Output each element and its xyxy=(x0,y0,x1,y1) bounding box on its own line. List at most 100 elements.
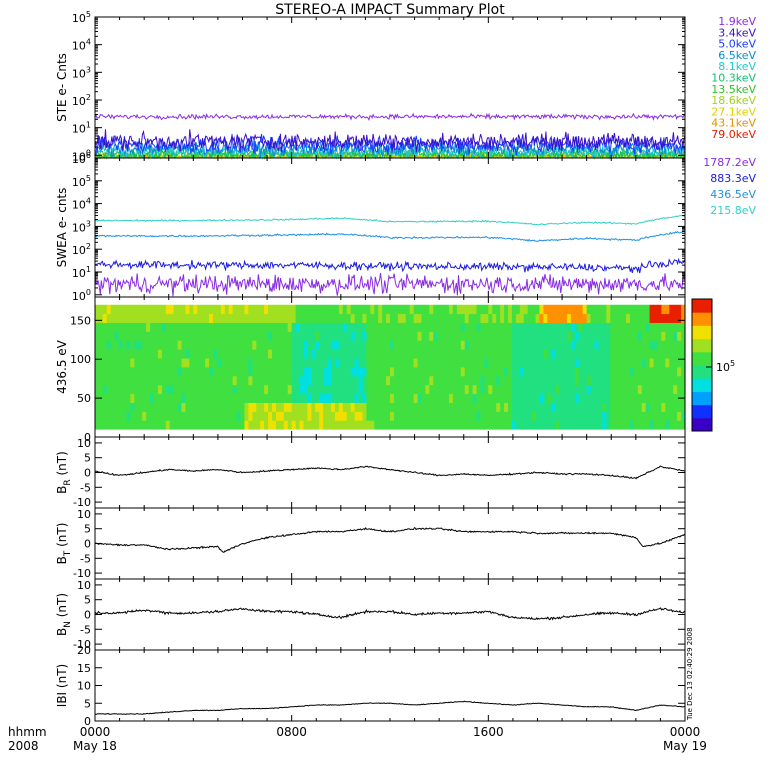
pad-heatmap-cell xyxy=(618,411,623,421)
pad-heatmap-cell xyxy=(189,384,194,395)
pad-heatmap-cell xyxy=(445,331,450,341)
pad-heatmap-cell xyxy=(563,411,568,421)
pad-heatmap-cell xyxy=(500,375,505,386)
pad-heatmap-cell xyxy=(260,402,265,412)
pad-heatmap-cell xyxy=(405,304,411,315)
pad-heatmap-cell xyxy=(173,331,178,341)
pad-heatmap-cell xyxy=(220,349,226,359)
pad-heatmap-cell xyxy=(574,340,580,350)
pad-heatmap-cell xyxy=(181,340,186,350)
pad-heatmap-cell xyxy=(441,358,446,368)
pad-heatmap-cell xyxy=(169,402,175,412)
pad-heatmap-cell xyxy=(449,420,454,430)
pad-heatmap-cell xyxy=(291,358,296,368)
pad-heatmap-cell xyxy=(456,340,462,350)
pad-heatmap-cell xyxy=(323,322,328,332)
pad-heatmap-cell xyxy=(354,384,359,395)
pad-heatmap-cell xyxy=(130,304,135,315)
pad-heatmap-cell xyxy=(114,375,119,386)
pad-heatmap-cell xyxy=(346,411,352,421)
bmag-ylabel-main: IBI xyxy=(55,692,69,707)
pad-heatmap-cell xyxy=(567,375,572,386)
pad-heatmap-cell xyxy=(118,331,123,341)
pad-heatmap-cell xyxy=(433,313,438,323)
pad-heatmap-cell xyxy=(252,340,257,350)
swea-series-883.3eV xyxy=(94,257,686,274)
pad-heatmap-cell xyxy=(323,393,328,403)
pad-heatmap-cell xyxy=(256,358,261,368)
pad-heatmap-cell xyxy=(224,331,230,341)
pad-heatmap-cell xyxy=(504,393,509,403)
pad-heatmap-cell xyxy=(429,340,434,350)
pad-heatmap-cell xyxy=(610,402,615,412)
pad-heatmap-cell xyxy=(185,313,190,323)
pad-heatmap-cell xyxy=(614,340,619,350)
pad-heatmap-cell xyxy=(488,402,493,412)
pad-heatmap-cell xyxy=(323,402,328,412)
pad-heatmap-cell xyxy=(342,349,348,359)
pad-heatmap-cell xyxy=(527,384,532,395)
pad-heatmap-cell xyxy=(578,393,584,403)
pad-heatmap-cell xyxy=(578,375,584,386)
pad-heatmap-cell xyxy=(460,384,466,395)
pad-heatmap-cell xyxy=(456,358,462,368)
pad-heatmap-cell xyxy=(323,420,328,430)
pad-heatmap-cell xyxy=(382,393,387,403)
pad-heatmap-cell xyxy=(350,358,355,368)
pad-heatmap-cell xyxy=(110,304,116,315)
pad-heatmap-cell xyxy=(197,420,202,430)
pad-heatmap-cell xyxy=(594,358,599,368)
pad-heatmap-cell xyxy=(551,375,556,386)
pad-heatmap-cell xyxy=(602,411,607,421)
pad-heatmap-cell xyxy=(488,349,493,359)
pad-heatmap-cell xyxy=(232,322,237,332)
pad-heatmap-cell xyxy=(244,349,249,359)
pad-heatmap-cell xyxy=(161,420,167,430)
pad-heatmap-cell xyxy=(390,367,395,377)
pad-heatmap-cell xyxy=(570,384,576,395)
pad-heatmap-cell xyxy=(641,402,647,412)
pad-heatmap-cell xyxy=(213,304,218,315)
pad-heatmap-cell xyxy=(338,384,344,395)
pad-heatmap-cell xyxy=(165,322,171,332)
pad-heatmap-cell xyxy=(358,304,363,315)
pad-heatmap-cell xyxy=(126,349,131,359)
pad-heatmap-cell xyxy=(197,349,202,359)
pad-heatmap-cell xyxy=(142,340,147,350)
pad-heatmap-cell xyxy=(578,367,584,377)
colorbar-label: 105 xyxy=(716,359,735,374)
pad-heatmap-cell xyxy=(291,313,296,323)
pad-heatmap-cell xyxy=(216,349,222,359)
pad-heatmap-cell xyxy=(154,411,159,421)
pad-heatmap-cell xyxy=(449,375,454,386)
pad-heatmap-cell xyxy=(622,384,627,395)
pad-heatmap-cell xyxy=(95,304,100,315)
pad-heatmap-cell xyxy=(98,375,104,386)
pad-heatmap-cell xyxy=(260,411,265,421)
pad-heatmap-cell xyxy=(669,340,674,350)
pad-heatmap-cell xyxy=(283,322,289,332)
pad-heatmap-cell xyxy=(661,304,666,315)
pad-heatmap-cell xyxy=(618,313,623,323)
pad-heatmap-cell xyxy=(468,393,473,403)
pad-heatmap-cell xyxy=(531,393,536,403)
pad-heatmap-cell xyxy=(142,420,147,430)
legend-ste-3.4keV: 3.4keV xyxy=(718,26,756,39)
pad-heatmap-cell xyxy=(161,375,167,386)
pad-heatmap-cell xyxy=(390,322,395,332)
pad-heatmap-cell xyxy=(138,420,143,430)
pad-heatmap-cell xyxy=(673,375,678,386)
pad-heatmap-cell xyxy=(209,393,214,403)
pad-heatmap-cell xyxy=(130,375,135,386)
pad-heatmap-cell xyxy=(161,411,167,421)
pad-heatmap-cell xyxy=(590,420,595,430)
pad-heatmap-cell xyxy=(154,393,159,403)
pad-heatmap-cell xyxy=(224,375,230,386)
pad-heatmap-cell xyxy=(138,340,143,350)
pad-heatmap-cell xyxy=(307,304,312,315)
pad-heatmap-cell xyxy=(594,367,599,377)
pad-heatmap-cell xyxy=(193,313,198,323)
pad-heatmap-cell xyxy=(393,340,399,350)
pad-heatmap-cell xyxy=(248,313,253,323)
